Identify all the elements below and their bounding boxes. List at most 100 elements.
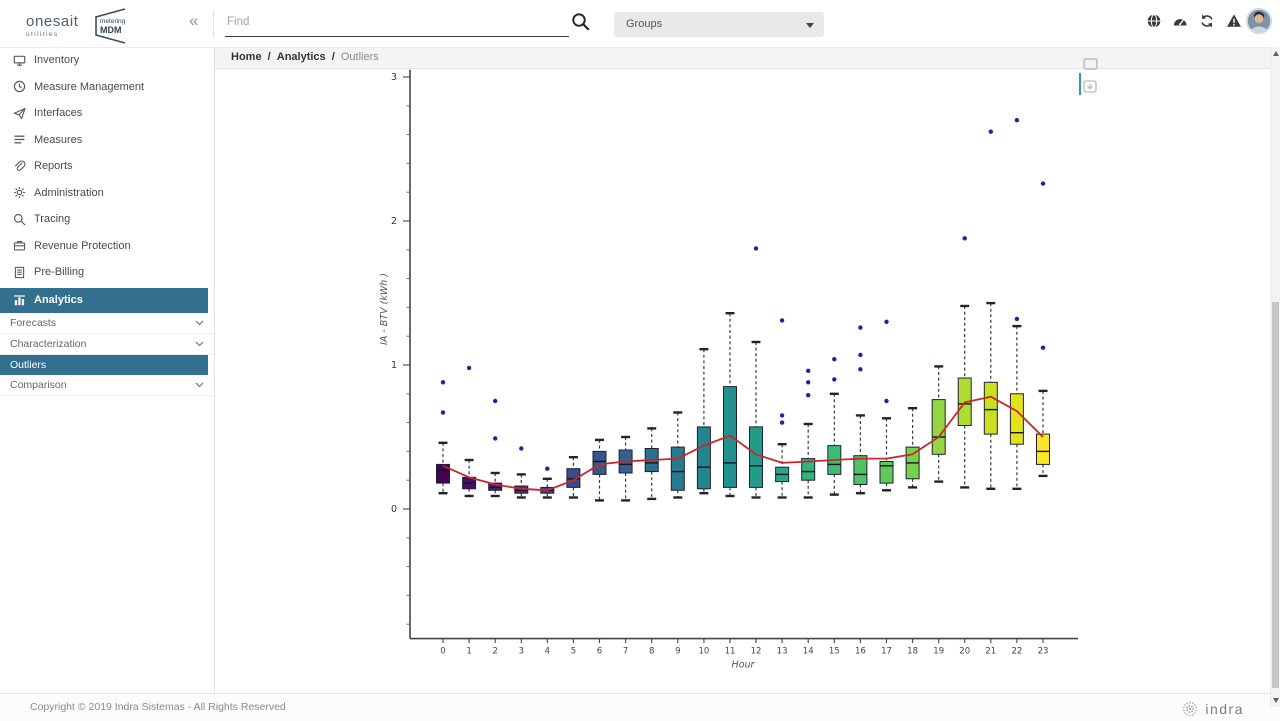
svg-text:17: 17 xyxy=(881,647,892,657)
vertical-scrollbar[interactable] xyxy=(1270,47,1280,707)
chevron-down-icon xyxy=(195,320,204,325)
sidebar-item-pre-billing[interactable]: Pre-Billing xyxy=(0,259,214,286)
svg-text:0: 0 xyxy=(440,647,445,657)
svg-text:19: 19 xyxy=(933,647,944,657)
sidebar-item-forecasts[interactable]: Forecasts xyxy=(0,313,214,334)
invoice-icon xyxy=(14,266,25,278)
svg-text:3: 3 xyxy=(391,72,397,83)
subitem-label: Forecasts xyxy=(10,316,57,329)
sync-icon[interactable] xyxy=(1199,13,1215,29)
brand-sub: utilities xyxy=(26,30,59,38)
sidebar-item-label: Reports xyxy=(34,160,73,173)
svg-text:9: 9 xyxy=(675,647,680,657)
sidebar-item-label: Analytics xyxy=(34,294,83,306)
scroll-down-arrow[interactable] xyxy=(1273,698,1279,703)
svg-text:1: 1 xyxy=(466,647,471,657)
search-icon xyxy=(13,213,26,226)
svg-text:8: 8 xyxy=(649,647,654,657)
bar-chart-icon xyxy=(14,294,25,305)
svg-text:3: 3 xyxy=(519,647,524,657)
subitem-label: Characterization xyxy=(10,337,87,350)
breadcrumb-home[interactable]: Home xyxy=(231,51,262,63)
sidebar-item-analytics[interactable]: Analytics xyxy=(0,287,208,313)
sidebar-item-interfaces[interactable]: Interfaces xyxy=(0,100,214,127)
svg-text:10: 10 xyxy=(698,647,709,657)
svg-text:16: 16 xyxy=(855,647,866,657)
sidebar-item-characterization[interactable]: Characterization xyxy=(0,334,214,355)
mdm-logo-mark: metering MDM xyxy=(94,8,126,44)
app-logo[interactable]: onesait utilities metering MDM xyxy=(26,7,129,45)
indra-logo-text: indra xyxy=(1205,701,1244,717)
svg-text:2: 2 xyxy=(391,216,397,227)
paperclip-icon xyxy=(15,160,26,171)
scrollbar-thumb[interactable] xyxy=(1272,302,1279,688)
svg-text:22: 22 xyxy=(1011,647,1022,657)
svg-text:7: 7 xyxy=(623,647,628,657)
chart-outliers-boxplot: 0 1 2 3 0 1 2 3 4 5 6 7 8 9 10 11 12 13 14 15 16 17 18 19 20 21 22… xyxy=(215,69,1272,693)
topbar-divider xyxy=(213,10,214,38)
groups-dropdown[interactable]: Groups xyxy=(614,12,824,37)
sidebar-item-administration[interactable]: Administration xyxy=(0,180,214,207)
svg-text:20: 20 xyxy=(959,647,970,657)
svg-text:14: 14 xyxy=(803,647,814,657)
globe-icon[interactable] xyxy=(1146,13,1162,29)
product-label: MDM xyxy=(100,25,122,35)
search-icon[interactable] xyxy=(571,12,591,32)
subitem-label: Comparison xyxy=(10,378,67,391)
svg-text:6: 6 xyxy=(597,647,602,657)
sidebar-item-label: Interfaces xyxy=(34,107,83,120)
sidebar-item-label: Pre-Billing xyxy=(34,266,85,279)
svg-text:18: 18 xyxy=(907,647,918,657)
dashboard-gauge-icon[interactable] xyxy=(1172,13,1188,29)
footer: Copyright © 2019 Indra Sistemas - All Ri… xyxy=(0,693,1280,721)
sidebar-item-measures[interactable]: Measures xyxy=(0,127,214,154)
user-avatar[interactable] xyxy=(1246,8,1272,34)
sidebar-item-label: Measures xyxy=(34,133,83,146)
sidebar-item-label: Measure Management xyxy=(34,80,145,93)
svg-text:15: 15 xyxy=(829,647,840,657)
breadcrumb-separator: / xyxy=(267,51,271,63)
sidebar-item-measure-management[interactable]: Measure Management xyxy=(0,74,214,101)
sidebar-item-comparison[interactable]: Comparison xyxy=(0,375,214,396)
svg-text:11: 11 xyxy=(725,647,736,657)
sidebar-item-tracing[interactable]: Tracing xyxy=(0,206,214,233)
indra-logo: indra xyxy=(1181,700,1244,718)
clock-icon xyxy=(13,81,26,93)
sidebar-item-label: Administration xyxy=(34,186,104,199)
search-field-wrap xyxy=(225,8,569,37)
sidebar-item-reports[interactable]: Reports xyxy=(0,153,214,180)
svg-text:13: 13 xyxy=(777,647,788,657)
product-top-label: metering xyxy=(100,18,126,25)
sidebar-item-revenue-protection[interactable]: Revenue Protection xyxy=(0,233,214,260)
sidebar-item-label: Tracing xyxy=(34,213,71,226)
svg-text:23: 23 xyxy=(1038,647,1049,657)
sidebar-item-outliers[interactable]: Outliers xyxy=(0,354,208,375)
chevron-down-icon xyxy=(806,23,814,28)
sidebar-item-label: Inventory xyxy=(34,54,80,67)
sidebar-item-inventory[interactable]: Inventory xyxy=(0,47,214,74)
alerts-icon[interactable] xyxy=(1226,13,1242,29)
breadcrumb: Home / Analytics / Outliers xyxy=(215,47,1272,69)
sidebar-item-label: Revenue Protection xyxy=(34,239,131,252)
groups-dropdown-label: Groups xyxy=(626,18,663,30)
svg-text:Hour: Hour xyxy=(732,660,756,671)
list-icon xyxy=(14,135,25,144)
sidebar-nav: Inventory Measure Management Interfaces … xyxy=(0,47,215,693)
svg-text:2: 2 xyxy=(492,647,497,657)
svg-text:12: 12 xyxy=(751,647,762,657)
sidebar-collapse-icon[interactable]: « xyxy=(189,11,199,30)
scroll-up-arrow[interactable] xyxy=(1273,51,1279,56)
breadcrumb-analytics[interactable]: Analytics xyxy=(276,51,326,63)
svg-text:1: 1 xyxy=(391,360,397,371)
download-chart-button[interactable] xyxy=(1083,80,1097,93)
paper-plane-icon xyxy=(13,107,26,119)
breadcrumb-separator: / xyxy=(331,51,335,63)
breadcrumb-current: Outliers xyxy=(340,51,379,63)
chevron-down-icon xyxy=(195,382,204,387)
search-input[interactable] xyxy=(225,8,569,37)
inventory-monitor-icon xyxy=(13,55,26,66)
export-chart-button[interactable] xyxy=(1083,58,1098,70)
svg-text:4: 4 xyxy=(545,647,550,657)
copyright-text: Copyright © 2019 Indra Sistemas - All Ri… xyxy=(30,701,286,713)
